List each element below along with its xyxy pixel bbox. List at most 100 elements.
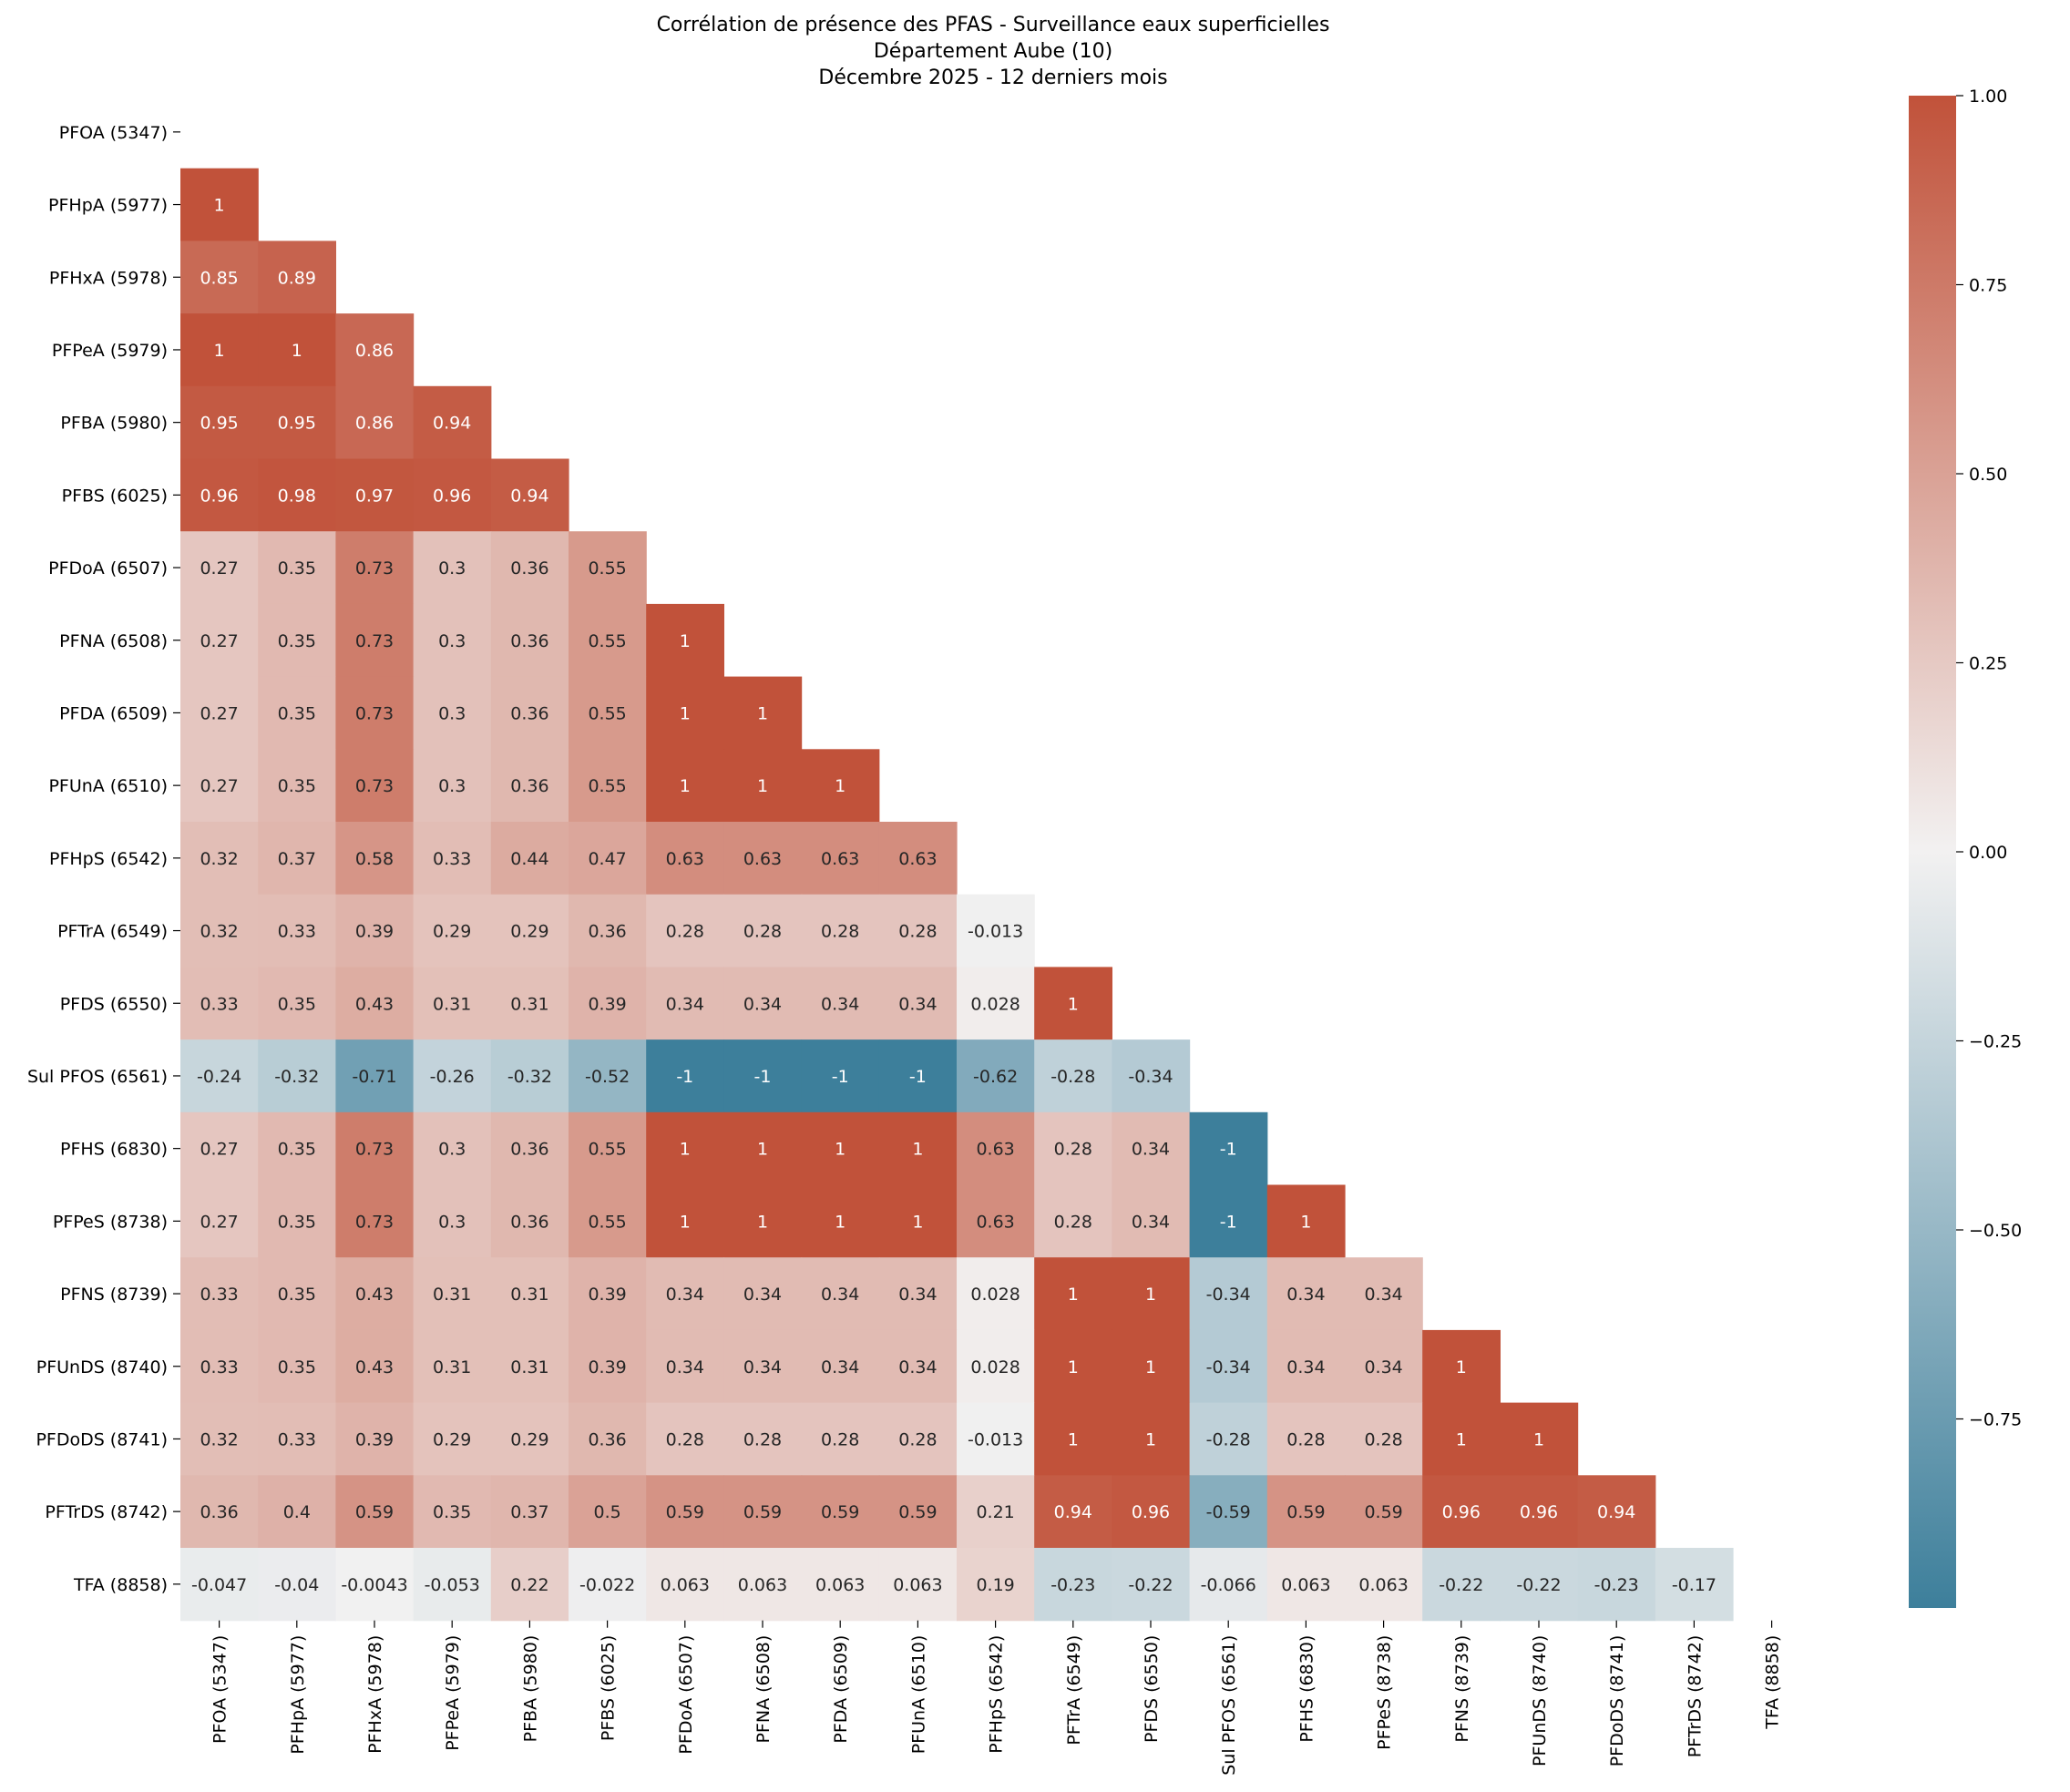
cell-value-label: 0.33: [200, 1357, 238, 1377]
heatmap-cell: [646, 1402, 724, 1476]
y-tick-label: PFBA (5980): [60, 414, 168, 434]
cell-value-label: 0.96: [200, 486, 238, 506]
cell-value-label: 0.33: [200, 1285, 238, 1305]
cell-value-label: 0.33: [278, 922, 316, 942]
cell-value-label: 0.35: [278, 1357, 316, 1377]
heatmap-cell: [878, 894, 958, 968]
cell-value-label: 0.94: [1597, 1502, 1635, 1522]
heatmap-cell: [569, 676, 647, 750]
heatmap-cell: [957, 894, 1035, 968]
cell-value-label: 0.34: [821, 1285, 859, 1305]
cell-value-label: 0.73: [355, 703, 394, 723]
heatmap-cell: [569, 1184, 647, 1258]
colorbar-tick-label: 0.00: [1969, 843, 2007, 863]
cell-value-label: -1: [832, 1067, 849, 1087]
cell-value-label: 0.28: [666, 922, 704, 942]
heatmap-cell: [1034, 1329, 1112, 1404]
heatmap-cell: [723, 967, 803, 1040]
heatmap-cell: [180, 385, 259, 460]
cell-value-label: 0.31: [433, 1285, 471, 1305]
cell-value-label: 1: [912, 1212, 923, 1232]
heatmap-cell: [490, 1475, 569, 1549]
heatmap-cell: [335, 1184, 415, 1258]
cell-value-label: -0.23: [1050, 1575, 1095, 1595]
cell-value-label: 0.95: [278, 414, 316, 434]
cell-value-label: 0.36: [510, 776, 548, 796]
cell-value-label: 0.31: [510, 994, 548, 1014]
cell-value-label: 1: [757, 776, 768, 796]
cell-value-label: 1: [757, 1140, 768, 1160]
heatmap-cell: [723, 1184, 803, 1258]
heatmap-cell: [413, 822, 492, 896]
cell-value-label: 0.063: [893, 1575, 942, 1595]
heatmap-cell: [413, 458, 492, 532]
cell-value-label: 0.33: [433, 849, 471, 869]
cell-value-label: -0.24: [197, 1067, 241, 1087]
cell-value-label: 0.063: [1281, 1575, 1330, 1595]
heatmap-cell: [490, 1111, 569, 1186]
cell-value-label: 0.55: [588, 703, 626, 723]
cell-value-label: 0.28: [821, 922, 859, 942]
y-tick-label: PFDA (6509): [59, 703, 168, 723]
heatmap-cell: [258, 385, 336, 460]
cell-value-label: 0.43: [355, 994, 394, 1014]
cell-value-label: 0.35: [278, 994, 316, 1014]
heatmap-cell: [413, 1402, 492, 1476]
heatmap-cell: [1500, 1402, 1579, 1476]
y-tick-label: PFHS (6830): [60, 1140, 168, 1160]
heatmap-cell: [1034, 1111, 1112, 1186]
cell-value-label: 0.028: [970, 994, 1020, 1014]
cell-value-label: 0.34: [1286, 1285, 1325, 1305]
cell-value-label: 0.55: [588, 1212, 626, 1232]
cell-value-label: 0.063: [738, 1575, 787, 1595]
cell-value-label: -0.22: [1516, 1575, 1561, 1595]
cell-value-label: 0.27: [200, 776, 238, 796]
cell-value-label: 0.33: [200, 994, 238, 1014]
cell-value-label: 0.86: [355, 414, 394, 434]
heatmap-cell: [258, 1184, 336, 1258]
heatmap-cell: [569, 1039, 647, 1113]
cell-value-label: 0.34: [1132, 1140, 1170, 1160]
heatmap-cell: [646, 676, 724, 750]
cell-value-label: 1: [912, 1140, 923, 1160]
cell-value-label: -1: [676, 1067, 693, 1087]
cell-value-label: 0.36: [510, 631, 548, 651]
heatmap-cell: [1112, 1475, 1191, 1549]
x-tick-label: PFDS (6550): [1142, 1635, 1162, 1743]
x-tick-label: PFDA (6509): [831, 1635, 851, 1744]
cell-value-label: 0.28: [1364, 1429, 1402, 1449]
cell-value-label: 0.28: [743, 922, 782, 942]
cell-value-label: 1: [835, 1140, 845, 1160]
y-tick-label: PFBS (6025): [62, 486, 168, 506]
cell-value-label: -0.26: [430, 1067, 475, 1087]
colorbar-gradient: [1909, 96, 1956, 1608]
heatmap-cell: [1266, 1402, 1346, 1476]
heatmap-cell: [1189, 1475, 1268, 1549]
heatmap-cell: [258, 458, 336, 532]
heatmap-cell: [490, 749, 569, 823]
cell-value-label: 0.063: [661, 1575, 710, 1595]
heatmap-cell: [878, 967, 958, 1040]
cell-value-label: 1: [214, 196, 225, 216]
heatmap-cell: [258, 967, 336, 1040]
cell-value-label: 0.32: [200, 849, 238, 869]
cell-value-label: 0.43: [355, 1285, 394, 1305]
cell-value-label: 0.29: [433, 1429, 471, 1449]
cell-value-label: 0.43: [355, 1357, 394, 1377]
heatmap-cell: [569, 603, 647, 678]
cell-value-label: -0.71: [352, 1067, 396, 1087]
y-tick-label: PFOA (5347): [59, 123, 168, 143]
cell-value-label: 0.39: [588, 1357, 626, 1377]
cell-value-label: 0.34: [666, 1357, 704, 1377]
cell-value-label: -0.34: [1128, 1067, 1173, 1087]
heatmap-cell: [646, 1548, 724, 1622]
x-tick-label: PFHpS (6542): [987, 1635, 1007, 1754]
heatmap-cell: [646, 894, 724, 968]
cell-value-label: 1: [1533, 1429, 1544, 1449]
cell-value-label: 1: [757, 1212, 768, 1232]
cell-value-label: 0.32: [200, 922, 238, 942]
cell-value-label: 0.96: [433, 486, 471, 506]
heatmap-cell: [258, 241, 336, 314]
cell-value-label: 1: [292, 341, 302, 361]
cell-value-label: 0.28: [821, 1429, 859, 1449]
